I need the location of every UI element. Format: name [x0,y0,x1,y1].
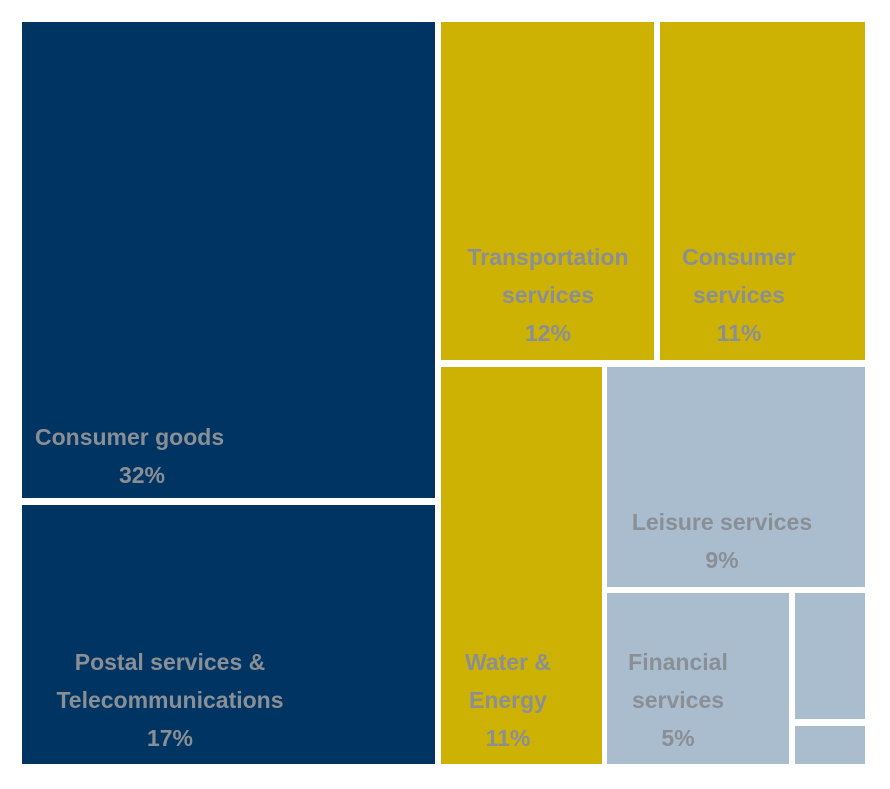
tile-label-financial-2: services [632,687,724,713]
tile-label-transportation-1: Transportation [467,244,628,270]
tile-leisure: Leisure services 9% [607,367,865,587]
tile-consumer-goods: Consumer goods 32% [22,22,435,498]
tile-label-financial-1: Financial [628,649,728,675]
tile-other-1 [795,593,865,719]
tile-label-water-energy-2: Energy [469,687,547,713]
tile-transportation: Transportation services 12% [441,22,654,360]
tile-water-energy: Water & Energy 11% [441,367,602,764]
tile-value-consumer-services: 11% [717,320,762,346]
tile-rect-consumer-services [660,22,865,360]
tile-rect-water-energy [441,367,602,764]
tile-value-water-energy: 11% [486,725,531,751]
tile-value-transportation: 12% [525,320,571,346]
tile-label-postal-telecom-2: Telecommunications [56,687,283,713]
tile-consumer-services: Consumer services 11% [660,22,865,360]
tile-rect-leisure [607,367,865,587]
tile-rect-financial [607,593,789,764]
tile-rect-other-1 [795,593,865,719]
tile-rect-other-2 [795,726,865,764]
tile-label-water-energy-1: Water & [465,649,551,675]
tile-rect-consumer-goods [22,22,435,498]
tile-value-postal-telecom: 17% [147,725,193,751]
tile-postal-telecom: Postal services & Telecommunications 17% [22,505,435,764]
tile-label-consumer-goods-1: Consumer goods [35,424,224,450]
tile-label-leisure-1: Leisure services [632,509,812,535]
tile-value-financial: 5% [661,725,694,751]
tile-value-consumer-goods: 32% [119,462,165,488]
tile-label-consumer-services-1: Consumer [682,244,796,270]
tile-rect-transportation [441,22,654,360]
tile-other-2 [795,726,865,764]
tile-label-postal-telecom-1: Postal services & [75,649,266,675]
tile-value-leisure: 9% [705,547,738,573]
tile-financial: Financial services 5% [607,593,789,764]
tile-label-transportation-2: services [502,282,594,308]
tile-rect-postal-telecom [22,505,435,764]
tile-label-consumer-services-2: services [693,282,785,308]
